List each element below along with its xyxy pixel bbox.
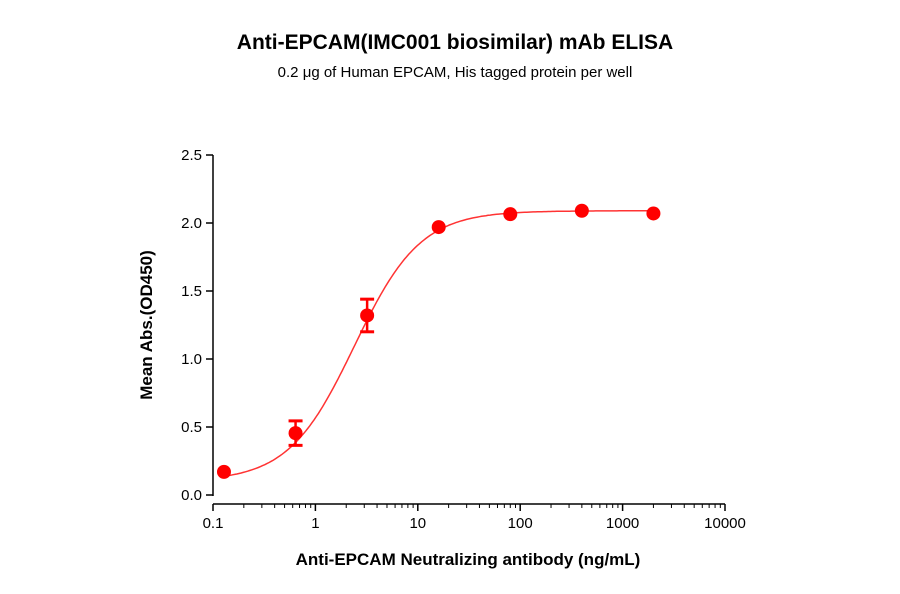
data-point (216, 464, 231, 479)
x-axis-label: Anti-EPCAM Neutralizing antibody (ng/mL) (296, 550, 641, 569)
y-tick-label: 1.5 (181, 283, 202, 300)
chart-subtitle: 0.2 μg of Human EPCAM, His tagged protei… (278, 64, 633, 81)
y-axis-label: Mean Abs.(OD450) (137, 250, 156, 400)
x-tick-label: 0.1 (203, 515, 224, 532)
x-tick-label: 10 (409, 515, 426, 532)
y-tick-label: 2.0 (181, 215, 202, 232)
y-tick-label: 1.0 (181, 351, 202, 368)
data-point (288, 426, 303, 441)
x-tick-label: 100 (508, 515, 533, 532)
x-tick-label: 1000 (606, 515, 639, 532)
data-point (503, 207, 518, 222)
data-point (360, 308, 375, 323)
data-point (646, 206, 661, 221)
x-tick-label: 1 (311, 515, 319, 532)
y-tick-label: 0.5 (181, 419, 202, 436)
data-point (431, 220, 446, 235)
data-point (574, 203, 589, 218)
fit-curve (223, 210, 654, 478)
y-tick-label: 2.5 (181, 147, 202, 164)
y-tick-label: 0.0 (181, 487, 202, 504)
x-tick-label: 10000 (704, 515, 746, 532)
chart-title: Anti-EPCAM(IMC001 biosimilar) mAb ELISA (237, 31, 673, 54)
